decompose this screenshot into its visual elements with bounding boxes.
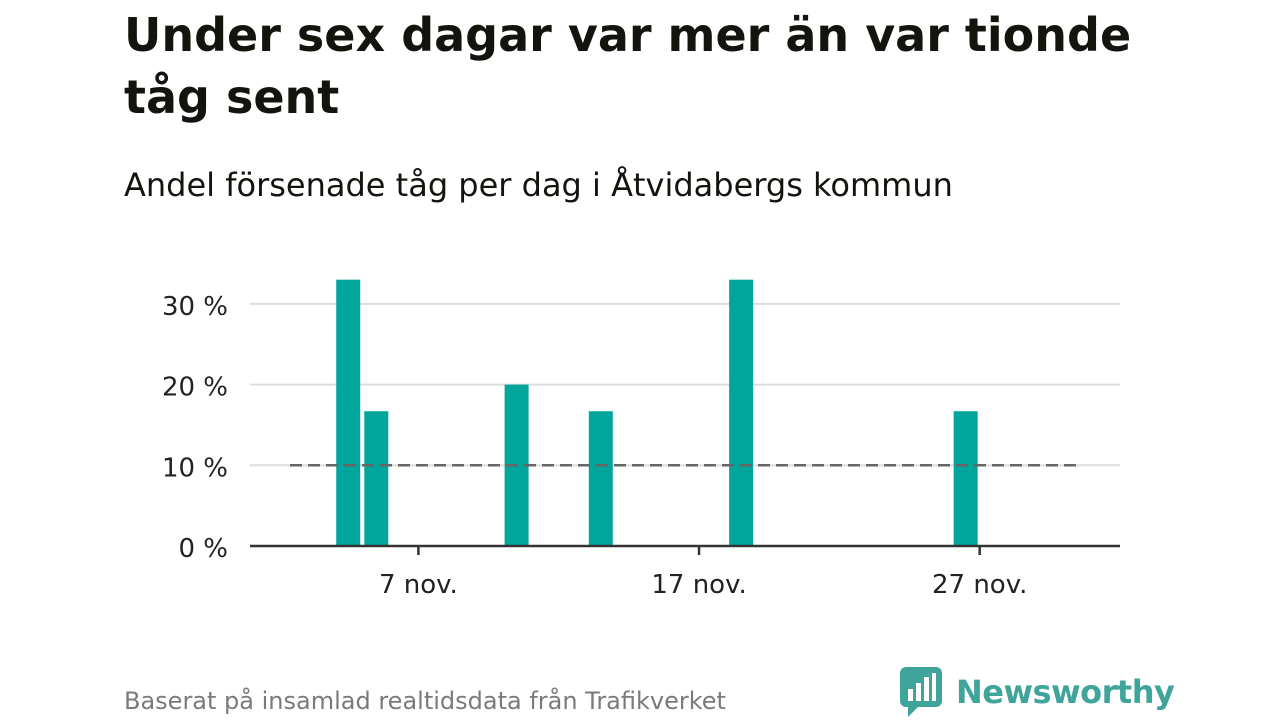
bar-chart: 0 % 10 % 20 % 30 % 7 nov. 17 nov. 27 nov. [162,279,1120,600]
x-tick-label: 27 nov. [932,570,1027,600]
brand-name: Newsworthy [956,673,1175,711]
y-tick-label: 10 % [162,453,228,483]
x-tick-label: 7 nov. [379,570,458,600]
bar [953,411,978,546]
bar-chart-speech-bubble-icon [900,667,942,717]
chart-title: Under sex dagar var mer än var tionde tå… [124,8,1132,124]
x-tick-label: 17 nov. [651,570,746,600]
brand-logo: Newsworthy [900,667,1175,717]
source-note: Baserat på insamlad realtidsdata från Tr… [124,687,726,715]
bar [729,279,754,546]
y-tick-label: 20 % [162,373,228,403]
chart-subtitle: Andel försenade tåg per dag i Åtvidaberg… [124,166,953,204]
bar [364,411,389,546]
bar [588,411,613,546]
y-tick-label: 0 % [178,534,228,564]
bar [336,279,361,546]
y-tick-label: 30 % [162,292,228,322]
